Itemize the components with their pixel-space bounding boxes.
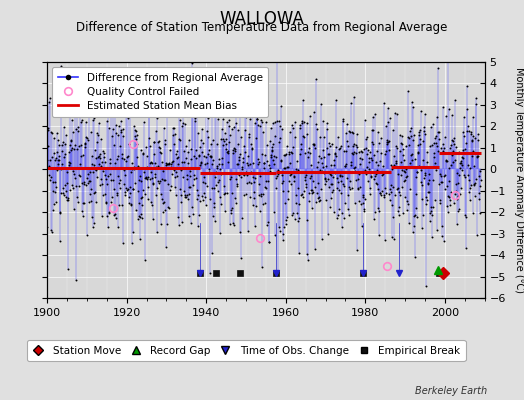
Legend: Difference from Regional Average, Quality Control Failed, Estimated Station Mean: Difference from Regional Average, Qualit… bbox=[52, 67, 268, 117]
Legend: Station Move, Record Gap, Time of Obs. Change, Empirical Break: Station Move, Record Gap, Time of Obs. C… bbox=[27, 340, 465, 361]
Text: WALLOWA: WALLOWA bbox=[220, 10, 304, 28]
Text: Difference of Station Temperature Data from Regional Average: Difference of Station Temperature Data f… bbox=[77, 21, 447, 34]
Text: Berkeley Earth: Berkeley Earth bbox=[415, 386, 487, 396]
Y-axis label: Monthly Temperature Anomaly Difference (°C): Monthly Temperature Anomaly Difference (… bbox=[515, 67, 524, 293]
